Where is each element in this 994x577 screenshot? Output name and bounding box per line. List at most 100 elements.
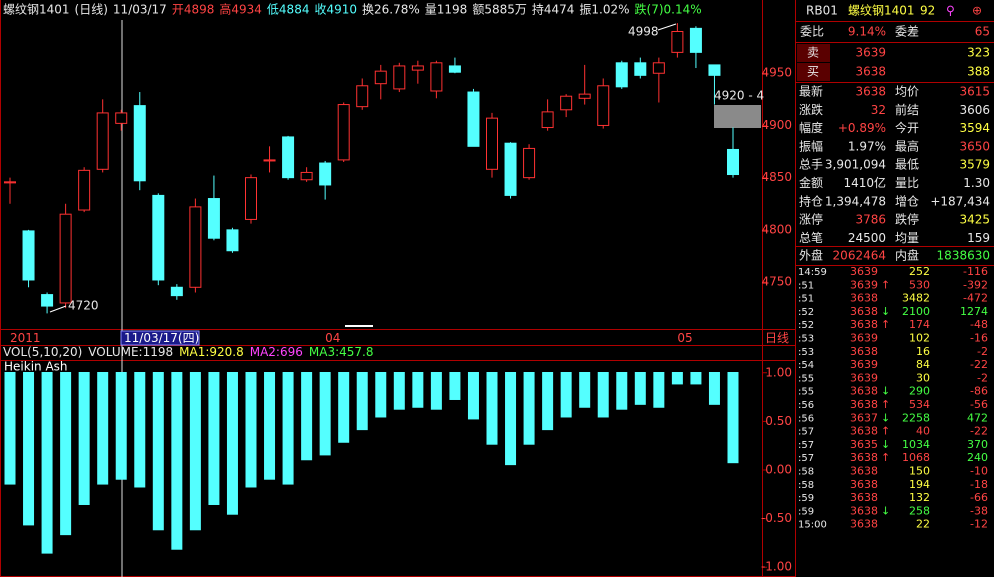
candle-body <box>504 142 517 196</box>
tick-price: 3635 <box>850 438 878 451</box>
tick-price: 3638 <box>850 318 878 331</box>
candle-body <box>59 213 72 304</box>
bar <box>301 372 313 461</box>
tick-volume: 132 <box>909 491 930 504</box>
value: 3594 <box>959 121 990 135</box>
bar <box>412 372 424 408</box>
value: 1.30 <box>963 176 990 190</box>
candle-body <box>597 85 610 126</box>
tick-time: :52 <box>798 307 814 318</box>
sell-label-bg <box>797 44 830 62</box>
tick-time: :59 <box>798 506 814 517</box>
tick-price: 3638 <box>850 398 878 411</box>
candle-body <box>152 194 165 281</box>
header-item: 持4474 <box>532 2 575 17</box>
value: +187,434 <box>930 194 990 208</box>
bar <box>171 372 183 550</box>
tick-volume: 3482 <box>902 292 930 305</box>
y-tick-label: 4950 <box>761 66 792 80</box>
value: 1.97% <box>848 139 886 153</box>
tick-price: 3639 <box>850 332 878 345</box>
candle-body <box>689 27 702 53</box>
header-item: 螺纹钢1401 <box>3 3 70 17</box>
tick-arrow: ↑ <box>881 451 890 464</box>
tick-time: :56 <box>798 413 814 424</box>
label: 幅度 <box>799 120 823 135</box>
label: 量比 <box>895 176 919 190</box>
tick-volume: 150 <box>909 465 930 478</box>
tick-arrow: ↑ <box>881 318 890 331</box>
cursor-date: 11/03/17(四) <box>124 331 199 345</box>
period-label[interactable]: 日线 <box>765 331 789 345</box>
value: 1838630 <box>937 249 990 263</box>
tick-price: 3638 <box>850 478 878 491</box>
bar <box>486 372 498 445</box>
candle-body <box>523 147 536 179</box>
header-item: 换26.78% <box>362 3 420 17</box>
bar <box>597 372 609 418</box>
label: 总手 <box>799 158 823 172</box>
candle-body <box>541 111 554 129</box>
bar <box>616 372 628 410</box>
bar <box>152 372 164 531</box>
bar <box>4 372 16 485</box>
candle-body <box>96 112 109 170</box>
y-tick-label: 0.00 <box>765 462 792 476</box>
value: 65 <box>975 25 990 39</box>
value: 9.14% <box>848 25 886 39</box>
y-tick-label: 4750 <box>761 275 792 289</box>
price: 3638 <box>855 65 886 79</box>
tick-volume: 30 <box>916 371 930 384</box>
y-tick-label: 4800 <box>761 222 792 236</box>
candle-body <box>115 112 128 124</box>
tick-change: 240 <box>967 451 988 464</box>
candle-body <box>226 229 239 252</box>
tick-time: :55 <box>798 387 814 398</box>
tick-price: 3637 <box>850 411 878 424</box>
tick-price: 3639 <box>850 265 878 278</box>
icon[interactable]: ⊕ <box>972 4 982 18</box>
bar <box>245 372 257 488</box>
candle-body <box>319 162 332 186</box>
candle-body <box>4 181 16 184</box>
value: 3606 <box>959 103 990 117</box>
tick-time: 14:59 <box>798 267 827 278</box>
header-item: 收4910 <box>314 3 357 17</box>
tick-change: -16 <box>970 332 988 345</box>
x-tick-label: 2011 <box>10 331 41 345</box>
bar <box>467 372 479 420</box>
bar <box>356 372 368 431</box>
value: 3,901,094 <box>825 158 886 172</box>
bar <box>264 372 276 480</box>
icon[interactable]: ⚲ <box>946 4 955 18</box>
bar <box>505 372 517 466</box>
bar <box>393 372 405 410</box>
label: 增仓 <box>895 194 919 208</box>
price: 3639 <box>855 46 886 60</box>
value: 3579 <box>959 158 990 172</box>
indicator-item: MA1:920.8 <box>179 345 244 359</box>
price-tag <box>714 105 761 128</box>
bar <box>560 372 572 418</box>
label: 涨停 <box>799 212 823 227</box>
volume: 323 <box>967 46 990 60</box>
header-item: 量1198 <box>425 3 468 17</box>
label: 金额 <box>799 175 823 190</box>
tick-change: 370 <box>967 438 988 451</box>
tick-change: -22 <box>970 425 988 438</box>
tick-arrow: ↓ <box>881 305 890 318</box>
candle-body <box>578 93 591 99</box>
bar <box>97 372 109 485</box>
header-item: 振1.02% <box>579 3 629 17</box>
tick-volume: 290 <box>909 385 930 398</box>
tick-volume: 40 <box>916 425 930 438</box>
candle-body <box>356 85 369 108</box>
candle-body <box>300 171 313 181</box>
y-tick-label: 1.00 <box>765 365 792 379</box>
candle-body <box>634 62 647 76</box>
tick-arrow: ↓ <box>881 385 890 398</box>
bar <box>449 372 461 400</box>
bar <box>319 372 331 456</box>
candle-body <box>560 95 573 111</box>
candle-body <box>263 159 276 162</box>
